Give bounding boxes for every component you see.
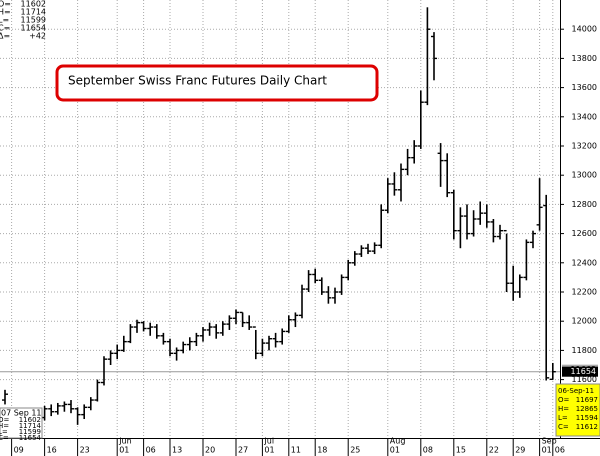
cursor-box — [555, 383, 600, 437]
quote-value: 11599 — [21, 16, 46, 25]
x-tick-label: 22 — [489, 446, 499, 455]
y-tick-label: 12600 — [572, 229, 597, 238]
x-tick-label: 01 — [119, 446, 129, 455]
x-tick-label: 23 — [80, 446, 90, 455]
quote-label: H= — [0, 8, 11, 17]
date-box-value: 11654 — [19, 434, 42, 442]
quote-value: 11602 — [21, 0, 46, 9]
date-box-label: H= — [0, 422, 9, 430]
date-box — [0, 407, 43, 439]
x-tick-label: 01 — [264, 446, 274, 455]
y-tick-label: 12400 — [572, 258, 597, 267]
y-tick-label: 12200 — [572, 288, 597, 297]
cursor-box-label: O= — [558, 396, 570, 404]
quote-value: +42 — [29, 32, 46, 41]
x-tick-label: 01 — [390, 446, 400, 455]
quote-value: 11714 — [21, 8, 46, 17]
y-tick-label: 13600 — [572, 83, 597, 92]
y-tick-label: 11600 — [572, 375, 597, 384]
plot-area — [0, 0, 560, 438]
date-box-label: L= — [0, 428, 8, 436]
chart-title: September Swiss Franc Futures Daily Char… — [68, 74, 327, 88]
x-tick-label: 06 — [555, 446, 565, 455]
x-tick-label: 09 — [14, 446, 24, 455]
x-tick-label: 25 — [350, 446, 360, 455]
cursor-box-label: H= — [558, 405, 569, 413]
y-tick-label: 11800 — [572, 346, 597, 355]
cursor-box-value: 11697 — [576, 396, 598, 404]
x-tick-label: 13 — [172, 446, 182, 455]
date-box-value: 11602 — [19, 416, 41, 424]
month-label: Jul — [263, 437, 274, 446]
cursor-box-value: 11612 — [576, 423, 598, 431]
month-label: Jun — [118, 437, 132, 446]
month-label: Sep — [542, 437, 557, 446]
x-tick-label: 11 — [291, 446, 301, 455]
y-tick-label: 13200 — [572, 142, 597, 151]
date-box-label: O= — [0, 416, 10, 424]
y-tick-label: 13800 — [572, 54, 597, 63]
quote-label: L= — [0, 16, 9, 25]
y-tick-label: 14000 — [572, 25, 597, 34]
cursor-box-date: 06-Sep-11 — [558, 387, 594, 395]
x-tick-label: 06 — [146, 446, 156, 455]
cursor-box-label: C= — [558, 423, 569, 431]
date-box-value: 11714 — [19, 422, 42, 430]
title-frame — [55, 64, 379, 102]
quote-value: 11654 — [21, 24, 46, 33]
x-tick-label: 20 — [205, 446, 215, 455]
x-tick-label: 15 — [456, 446, 466, 455]
title-box: September Swiss Franc Futures Daily Char… — [55, 64, 379, 102]
y-tick-label: 12800 — [572, 200, 597, 209]
quote-label: Δ= — [0, 32, 10, 41]
cursor-box-label: L= — [558, 414, 568, 422]
date-box-date: 07 Sep 11 — [1, 409, 42, 418]
price-tag-label: 11654 — [571, 367, 596, 376]
x-tick-label: 08 — [423, 446, 433, 455]
y-tick-label: 12000 — [572, 317, 597, 326]
month-label: Aug — [390, 437, 406, 446]
x-tick-label: 29 — [515, 446, 525, 455]
quote-label: O= — [0, 0, 11, 9]
y-tick-label: 13000 — [572, 171, 597, 180]
y-tick-label: 13400 — [572, 112, 597, 121]
x-tick-label: 01 — [542, 446, 552, 455]
date-box-label: C= — [0, 434, 9, 442]
price-tag — [562, 366, 598, 377]
x-tick-label: 18 — [317, 446, 327, 455]
date-box-value: 11599 — [19, 428, 41, 436]
x-tick-label: 16 — [47, 446, 57, 455]
quote-label: C= — [0, 24, 10, 33]
x-tick-label: 27 — [238, 446, 248, 455]
cursor-box-value: 12865 — [576, 405, 598, 413]
cursor-box-value: 11594 — [576, 414, 599, 422]
